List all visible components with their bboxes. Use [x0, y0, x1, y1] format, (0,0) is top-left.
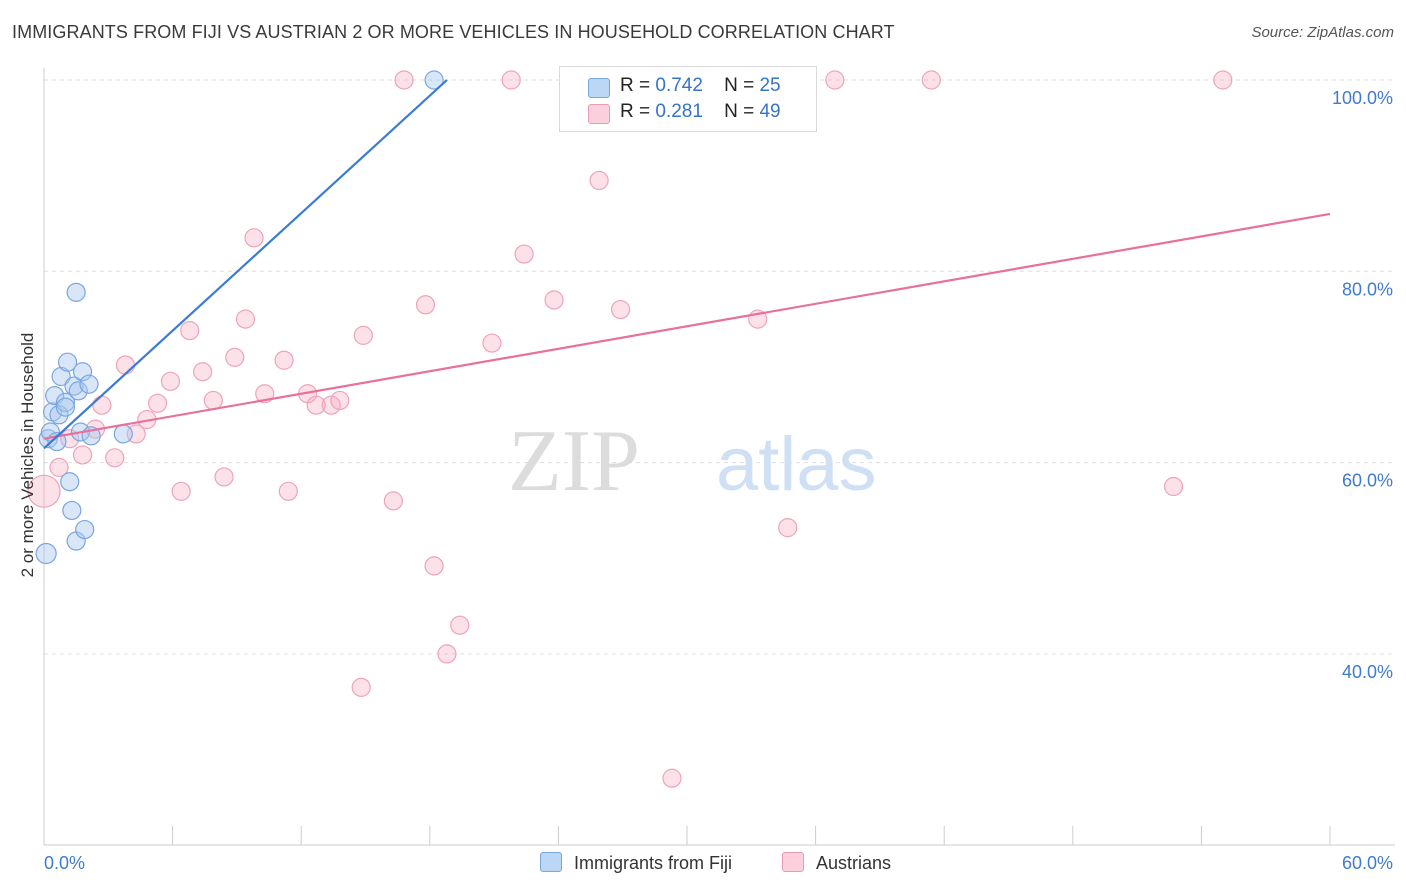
n-label: N = [724, 101, 755, 122]
austrians-point [1213, 70, 1233, 90]
fiji-trendline [43, 79, 448, 450]
austrians-point [193, 362, 213, 382]
austrians-point [115, 355, 136, 375]
austrians-point [171, 481, 191, 501]
trendlines [43, 79, 1331, 450]
austrians-point [278, 481, 298, 501]
fiji-point [60, 472, 80, 492]
fiji-series [35, 70, 444, 565]
austrians-trendline [43, 212, 1331, 440]
gridlines [44, 79, 1395, 655]
austrians-point [544, 290, 564, 310]
austrians-point [450, 615, 470, 635]
austrians-point [501, 70, 521, 90]
fiji-point [55, 397, 76, 417]
fiji-point [55, 392, 76, 412]
fiji-point [57, 352, 78, 372]
austrians-point [49, 457, 69, 477]
bottom-legend-fiji: Immigrants from Fiji [540, 852, 732, 874]
bottom-legend-austrians: Austrians [782, 852, 891, 874]
austrians-point [610, 299, 631, 320]
austrians-point [214, 467, 234, 487]
n-value: 49 [759, 101, 781, 122]
fiji-swatch [540, 852, 562, 872]
tick-labels: 40.0% 60.0% 80.0% 100.0% 0.0% 60.0% [44, 88, 1393, 873]
y-tick-label: 80.0% [1342, 279, 1393, 299]
fiji-point [75, 519, 95, 540]
austrians-point [1163, 476, 1184, 497]
austrians-point [921, 70, 941, 90]
austrians-point [482, 333, 502, 353]
x-tick-label: 0.0% [44, 853, 85, 873]
fiji-legend-label: Immigrants from Fiji [574, 853, 733, 873]
austrians-point [180, 321, 200, 341]
austrians-point [437, 644, 457, 664]
austrians-point [351, 677, 371, 697]
n-value: 25 [759, 75, 781, 96]
r-label: R = [620, 101, 651, 122]
austrians-point [27, 474, 61, 508]
y-tick-label: 100.0% [1332, 88, 1393, 108]
austrians-point [92, 395, 112, 415]
y-axis-label: 2 or more Vehicles in Household [18, 332, 37, 578]
r-label: R = [620, 75, 651, 96]
r-value: 0.742 [655, 75, 703, 96]
austrians-point [203, 390, 223, 411]
watermark: ZIP atlas [508, 413, 877, 510]
austrians-point [274, 350, 294, 370]
austrians-point [825, 70, 845, 90]
austrians-point [394, 70, 414, 90]
austrians-point [778, 518, 798, 538]
austrians-point [589, 170, 609, 191]
n-label: N = [724, 75, 755, 96]
fiji-point [72, 362, 93, 382]
austrians-point [415, 295, 436, 315]
austrians-point [160, 371, 181, 391]
watermark-zip: ZIP [508, 413, 640, 510]
austrians-point [244, 228, 264, 248]
watermark-atlas: atlas [716, 422, 877, 507]
austrians-point [306, 395, 326, 415]
austrians-swatch [588, 104, 610, 124]
austrians-swatch [782, 852, 804, 872]
austrians-point [225, 347, 245, 367]
fiji-point [68, 381, 88, 401]
austrians-point [383, 491, 403, 511]
austrians-point [72, 445, 93, 465]
fiji-point [113, 424, 133, 444]
austrians-point [353, 325, 373, 345]
fiji-point [49, 405, 69, 425]
x-tick-label: 60.0% [1342, 853, 1393, 873]
y-tick-label: 60.0% [1342, 471, 1393, 491]
austrians-legend-label: Austrians [816, 853, 892, 873]
fiji-point [51, 366, 71, 387]
fiji-point [62, 500, 82, 521]
fiji-point [35, 542, 57, 565]
source-credit: Source: ZipAtlas.com [1251, 24, 1394, 41]
r-value: 0.281 [655, 101, 703, 122]
austrians-point [662, 768, 682, 788]
fiji-point [424, 70, 444, 90]
stats-legend: R = 0.742 N = 25 R = 0.281 N = 49 [559, 66, 817, 132]
austrians-point [330, 390, 350, 411]
fiji-point [79, 374, 99, 394]
fiji-point [66, 282, 86, 302]
chart-title: IMMIGRANTS FROM FIJI VS AUSTRIAN 2 OR MO… [12, 22, 895, 42]
austrians-point [147, 393, 168, 413]
axes [43, 68, 1395, 846]
fiji-swatch [588, 78, 610, 98]
austrians-point [424, 556, 444, 576]
austrians-point [514, 244, 534, 264]
austrians-point [235, 309, 256, 329]
austrians-point [105, 448, 125, 468]
y-tick-label: 40.0% [1342, 662, 1393, 682]
